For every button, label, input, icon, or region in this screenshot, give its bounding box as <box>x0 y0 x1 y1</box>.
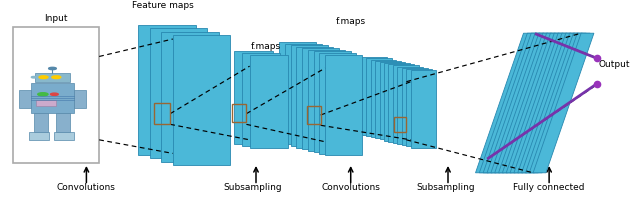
Text: f.maps: f.maps <box>250 42 281 51</box>
Bar <box>366 58 392 136</box>
Polygon shape <box>499 33 559 173</box>
Bar <box>138 25 196 155</box>
Bar <box>154 103 170 124</box>
Bar <box>34 113 48 132</box>
Bar <box>54 132 74 140</box>
Polygon shape <box>491 33 552 173</box>
Bar <box>35 73 70 82</box>
Bar <box>285 44 322 145</box>
Bar <box>325 54 362 155</box>
Bar <box>402 68 428 145</box>
Bar <box>371 60 396 137</box>
Polygon shape <box>506 33 567 173</box>
Bar <box>393 65 419 143</box>
Text: Subsampling: Subsampling <box>223 183 282 192</box>
Polygon shape <box>533 33 594 173</box>
Polygon shape <box>518 33 579 173</box>
Text: Feature maps: Feature maps <box>132 1 194 10</box>
Text: Fully connected: Fully connected <box>513 183 585 192</box>
Polygon shape <box>483 33 544 173</box>
Bar <box>173 35 230 165</box>
Bar <box>314 51 351 152</box>
Polygon shape <box>479 33 540 173</box>
Bar <box>394 117 406 132</box>
Bar <box>296 47 333 148</box>
Text: Input: Input <box>45 13 68 23</box>
Polygon shape <box>495 33 556 173</box>
Circle shape <box>31 76 36 78</box>
Bar <box>234 51 273 144</box>
Bar <box>150 28 207 158</box>
Circle shape <box>51 93 58 95</box>
Bar <box>56 113 70 132</box>
Circle shape <box>52 76 61 79</box>
Text: Convolutions: Convolutions <box>321 183 380 192</box>
Polygon shape <box>525 33 586 173</box>
Polygon shape <box>510 33 571 173</box>
Bar <box>384 63 410 141</box>
Bar <box>242 53 280 146</box>
Bar <box>279 42 316 143</box>
Bar <box>388 64 414 142</box>
Bar <box>19 90 31 108</box>
Bar <box>291 45 328 146</box>
Bar <box>161 32 219 162</box>
Bar <box>397 67 423 144</box>
Circle shape <box>38 93 48 96</box>
Bar <box>31 83 74 113</box>
Bar <box>36 100 56 106</box>
Bar <box>250 54 288 148</box>
Bar <box>307 106 321 124</box>
Polygon shape <box>522 33 582 173</box>
Text: Convolutions: Convolutions <box>57 183 116 192</box>
Polygon shape <box>487 33 548 173</box>
Bar <box>406 69 432 147</box>
Polygon shape <box>476 33 536 173</box>
Text: Output: Output <box>598 60 630 69</box>
Bar <box>319 53 356 154</box>
Circle shape <box>49 67 56 70</box>
Bar <box>13 27 99 163</box>
Bar <box>308 50 345 151</box>
Text: Subsampling: Subsampling <box>417 183 476 192</box>
Polygon shape <box>529 33 590 173</box>
Bar <box>362 57 387 135</box>
Polygon shape <box>502 33 563 173</box>
Bar <box>29 132 49 140</box>
Bar <box>232 104 246 122</box>
Text: f.maps: f.maps <box>335 17 366 26</box>
Bar <box>411 70 436 148</box>
Bar <box>380 62 405 139</box>
Bar <box>302 48 339 149</box>
Circle shape <box>39 76 48 79</box>
Bar <box>375 61 401 138</box>
Bar <box>74 90 86 108</box>
Polygon shape <box>514 33 575 173</box>
